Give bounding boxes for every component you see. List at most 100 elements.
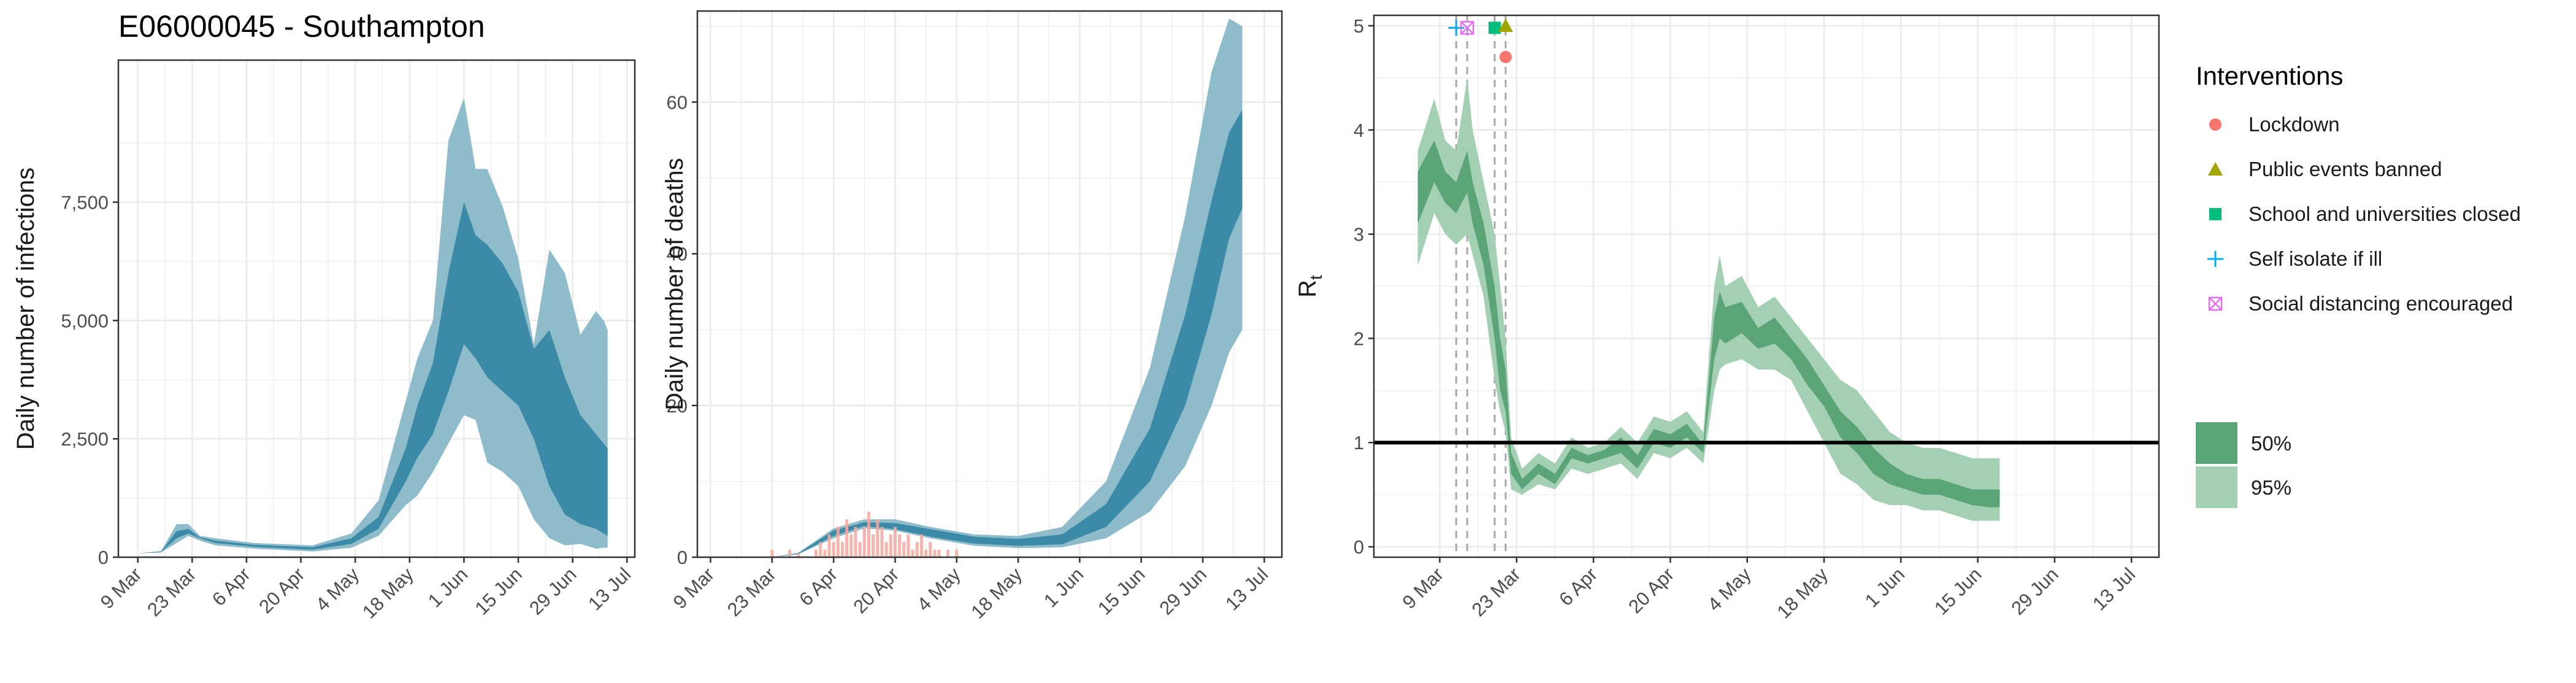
legend-key-50pct [2196, 422, 2237, 464]
legend-symbol-square [2209, 208, 2221, 220]
death-bar [937, 549, 941, 557]
death-bar [832, 542, 835, 557]
legend-label: Public events banned [2248, 158, 2442, 180]
death-bar [823, 549, 827, 557]
x-tick-label: 9 Mar [96, 563, 146, 613]
x-tick-label: 4 May [913, 563, 965, 615]
y-tick-label: 20 [667, 395, 688, 417]
y-tick-label: 2 [1354, 328, 1364, 349]
y-tick-label: 5 [1354, 15, 1364, 37]
death-bar [840, 542, 844, 557]
death-bar [819, 542, 822, 557]
death-bar [933, 549, 937, 557]
intervention-marker [1499, 50, 1512, 63]
x-tick-label: 13 Jul [584, 563, 635, 614]
legend-label: 50% [2251, 432, 2291, 455]
x-tick-label: 29 Jun [1155, 563, 1211, 619]
death-bar [919, 534, 923, 557]
x-tick-label: 13 Jul [2088, 563, 2139, 614]
death-bar [788, 549, 791, 557]
x-tick-label: 6 Apr [1555, 563, 1601, 610]
band-95pct [137, 98, 608, 554]
death-bar [854, 527, 857, 557]
x-tick-label: 18 May [358, 563, 418, 623]
y-tick-label: 1 [1354, 432, 1364, 453]
panel-border [1373, 14, 2160, 558]
death-bar [872, 534, 875, 557]
death-bar [827, 534, 831, 557]
deaths-panel: 0 20 40 60 9 Mar 23 Mar 6 Apr 20 Apr 4 May 18 May… [661, 10, 1283, 623]
legend-label: Lockdown [2248, 113, 2340, 136]
death-bar [797, 553, 800, 557]
x-tick-label: 29 Jun [525, 563, 581, 619]
intervention-marker [1488, 21, 1501, 34]
panel-border [117, 59, 636, 558]
death-bar [880, 527, 884, 557]
y-tick-label: 5,000 [61, 310, 109, 331]
band-50pct [137, 202, 608, 554]
y-tick-label: 0 [1354, 536, 1364, 558]
death-bar [862, 527, 866, 557]
x-tick-label: 23 Mar [1468, 563, 1525, 620]
death-bar [915, 542, 919, 557]
y-tick-label: 0 [98, 547, 109, 568]
x-tick-label: 15 Jun [1094, 563, 1149, 619]
x-tick-label: 29 Jun [2007, 563, 2063, 619]
death-bar [893, 527, 897, 557]
death-bar [867, 511, 870, 557]
x-tick-label: 1 Jun [1040, 563, 1087, 611]
x-tick-label: 15 Jun [470, 563, 526, 619]
y-tick-label: 60 [667, 91, 688, 113]
x-tick-label: 18 May [967, 563, 1026, 623]
x-tick-label: 23 Mar [723, 563, 780, 620]
x-tick-label: 9 Mar [669, 563, 719, 613]
death-bar [898, 534, 902, 557]
legend-label: Social distancing encouraged [2248, 292, 2513, 315]
x-tick-label: 4 May [1703, 563, 1755, 615]
panel-border [696, 10, 1283, 558]
legend-symbol-square-cross [2208, 296, 2223, 311]
rt-panel: 0 1 2 3 4 5 9 Mar 23 Mar 6 Apr 20 Apr 4 May 18 May 1… [1294, 14, 2160, 623]
x-tick-label: 23 Mar [143, 563, 200, 620]
x-tick-label: 1 Jun [1861, 563, 1909, 611]
legend-symbol-triangle [2208, 162, 2223, 176]
y-tick-label: 40 [667, 244, 688, 265]
intervention-marker [1460, 21, 1474, 35]
x-tick-label: 6 Apr [795, 563, 841, 610]
legend-title: Interventions [2196, 61, 2343, 90]
death-bar [814, 549, 818, 557]
intervention-marker [1498, 18, 1513, 32]
death-bar [858, 542, 862, 557]
legend: Interventions Lockdown Public events banne… [2196, 61, 2521, 508]
legend-label: Self isolate if ill [2248, 247, 2382, 270]
y-axis-label: Daily number of deaths [661, 158, 688, 410]
death-bar [849, 534, 853, 557]
y-tick-label: 7,500 [61, 191, 109, 213]
death-bar [924, 549, 928, 557]
legend-symbol-circle [2209, 118, 2221, 131]
death-bar [876, 519, 880, 557]
death-bar [836, 527, 840, 557]
y-axis-label: Daily number of infections [12, 168, 39, 450]
legend-key-95pct [2196, 466, 2237, 508]
y-tick-label: 3 [1354, 224, 1364, 245]
y-tick-label: 4 [1354, 120, 1364, 141]
y-tick-label: 0 [677, 547, 688, 568]
death-bar [929, 542, 932, 557]
death-bar [884, 542, 888, 557]
chart-title: E06000045 - Southampton [118, 9, 485, 44]
x-tick-label: 20 Apr [1624, 563, 1678, 617]
death-bar [770, 549, 774, 557]
y-tick-label: 2,500 [61, 428, 109, 450]
x-tick-label: 20 Apr [849, 563, 903, 617]
x-tick-label: 6 Apr [208, 563, 255, 610]
death-bar [907, 534, 910, 557]
death-bar [955, 549, 959, 557]
death-bar [902, 542, 906, 557]
y-axis-label: Rt [1294, 275, 1325, 298]
x-tick-label: 20 Apr [255, 563, 309, 617]
band-95pct [1417, 77, 2000, 521]
x-tick-label: 4 May [312, 563, 364, 615]
